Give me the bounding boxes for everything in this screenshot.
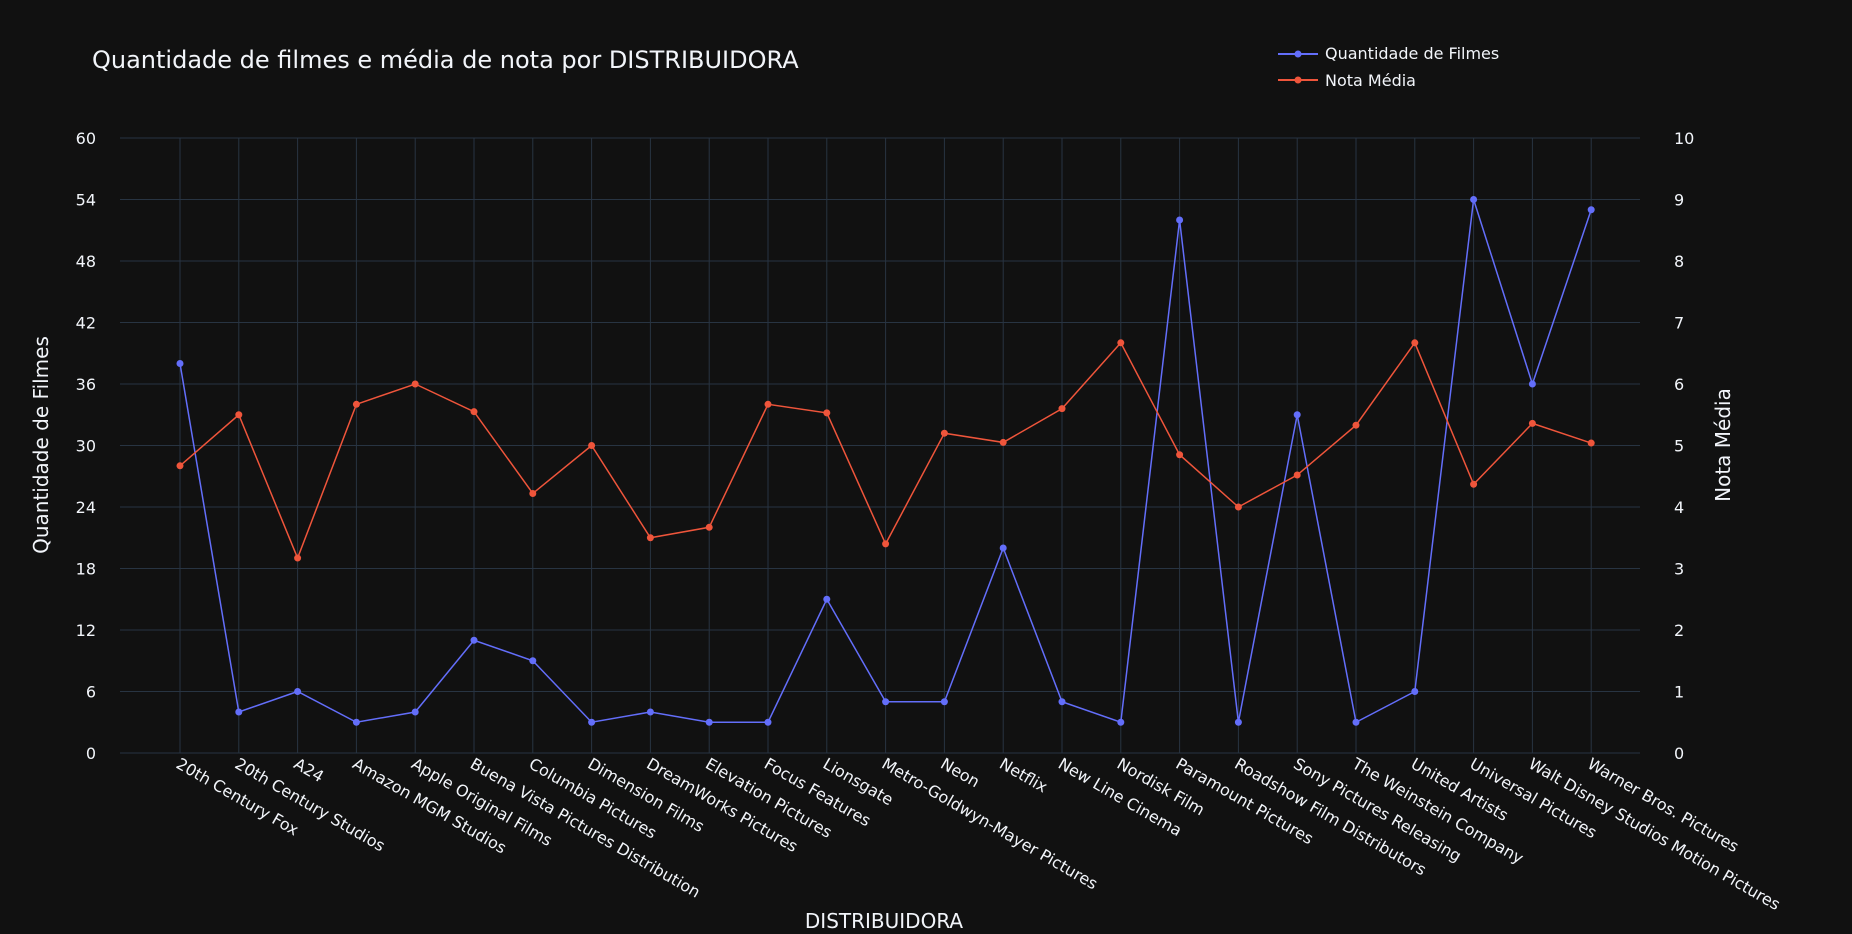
y2-tick-label: 10 (1674, 129, 1694, 148)
nota-media-point (999, 438, 1007, 446)
nota-media-point (940, 429, 948, 437)
quantidade-point (764, 718, 772, 726)
nota-media-point (1234, 503, 1242, 511)
nota-media-point (1411, 339, 1419, 347)
nota-media-point (1293, 471, 1301, 479)
nota-media-point (823, 409, 831, 417)
quantidade-point (588, 718, 596, 726)
nota-media-point (529, 489, 537, 497)
x-tick-label: Walt Disney Studios Motion Pictures (1525, 754, 1783, 914)
nota-media-point (470, 408, 478, 416)
y2-axis-title: Nota Média (1711, 388, 1735, 502)
quantidade-point (1528, 380, 1536, 388)
quantidade-point (1234, 718, 1242, 726)
y2-tick-label: 1 (1674, 683, 1684, 702)
nota-media-point (176, 462, 184, 470)
quantidade-point (940, 698, 948, 706)
nota-media-point (235, 411, 243, 419)
nota-media-point (764, 400, 772, 408)
quantidade-point (294, 688, 302, 695)
nota-media-point (1352, 421, 1360, 429)
y-tick-label: 42 (76, 314, 96, 333)
y2-tick-label: 4 (1674, 498, 1684, 517)
nota-media-point (705, 523, 713, 531)
nota-media-point (588, 442, 596, 449)
y-tick-label: 12 (76, 621, 96, 640)
y-tick-label: 48 (76, 252, 96, 271)
quantidade-point (646, 708, 654, 716)
legend-item-quantidade[interactable]: Quantidade de Filmes (1278, 44, 1499, 63)
x-axis-title: DISTRIBUIDORA (805, 909, 963, 930)
legend: Quantidade de Filmes Nota Média (1278, 44, 1499, 90)
y2-tick-label: 5 (1674, 437, 1684, 456)
y2-tick-label: 9 (1674, 191, 1684, 210)
quantidade-point (1058, 698, 1066, 706)
x-tick-label: A24 (291, 754, 328, 786)
quantidade-point (1117, 718, 1125, 726)
quantidade-point (411, 708, 419, 716)
y2-tick-label: 8 (1674, 252, 1684, 271)
y-tick-label: 6 (86, 683, 96, 702)
y-tick-label: 0 (86, 744, 96, 763)
quantidade-point (705, 718, 713, 726)
x-tick-label: Netflix (996, 754, 1051, 796)
nota-media-point (1058, 405, 1066, 413)
y-tick-label: 18 (76, 560, 96, 579)
quantidade-point (235, 708, 243, 716)
quantidade-point (529, 657, 537, 665)
y-tick-label: 36 (76, 375, 96, 394)
y-axis-title: Quantidade de Filmes (29, 336, 53, 554)
series-layer (176, 196, 1595, 726)
nota-media-point (1587, 439, 1595, 447)
legend-label-nota-media: Nota Média (1325, 71, 1416, 90)
nota-media-point (1528, 419, 1536, 427)
y2-tick-label: 0 (1674, 744, 1684, 763)
nota-media-point (882, 540, 890, 548)
nota-media-point (1470, 480, 1478, 488)
quantidade-point (1470, 196, 1478, 203)
y2-tick-label: 7 (1674, 314, 1684, 333)
quantidade-point (1587, 206, 1595, 214)
quantidade-point (882, 698, 890, 706)
quantidade-point (1411, 688, 1419, 695)
nota-media-point (294, 554, 302, 562)
quantidade-point (470, 636, 478, 644)
y-tick-label: 54 (76, 191, 96, 210)
y2-tick-label: 2 (1674, 621, 1684, 640)
y-tick-label: 24 (76, 498, 96, 517)
quantidade-point (1293, 411, 1301, 419)
quantidade-point (176, 360, 184, 367)
chart-title: Quantidade de filmes e média de nota por… (92, 46, 799, 74)
y2-tick-label: 3 (1674, 560, 1684, 579)
nota-media-point (646, 534, 654, 542)
grid-layer (120, 137, 1640, 754)
nota-media-point (411, 380, 419, 388)
y2-tick-label: 6 (1674, 375, 1684, 394)
quantidade-point (1176, 216, 1184, 224)
quantidade-point (999, 544, 1007, 552)
nota-media-point (1176, 451, 1184, 459)
legend-label-quantidade: Quantidade de Filmes (1325, 44, 1499, 63)
nota-media-point (1117, 339, 1125, 347)
nota-media-point (352, 400, 360, 408)
y-tick-label: 60 (76, 129, 96, 148)
y-tick-label: 30 (76, 437, 96, 456)
legend-item-nota-media[interactable]: Nota Média (1278, 71, 1416, 90)
quantidade-point (352, 718, 360, 726)
quantidade-point (823, 595, 831, 603)
quantidade-point (1352, 718, 1360, 726)
